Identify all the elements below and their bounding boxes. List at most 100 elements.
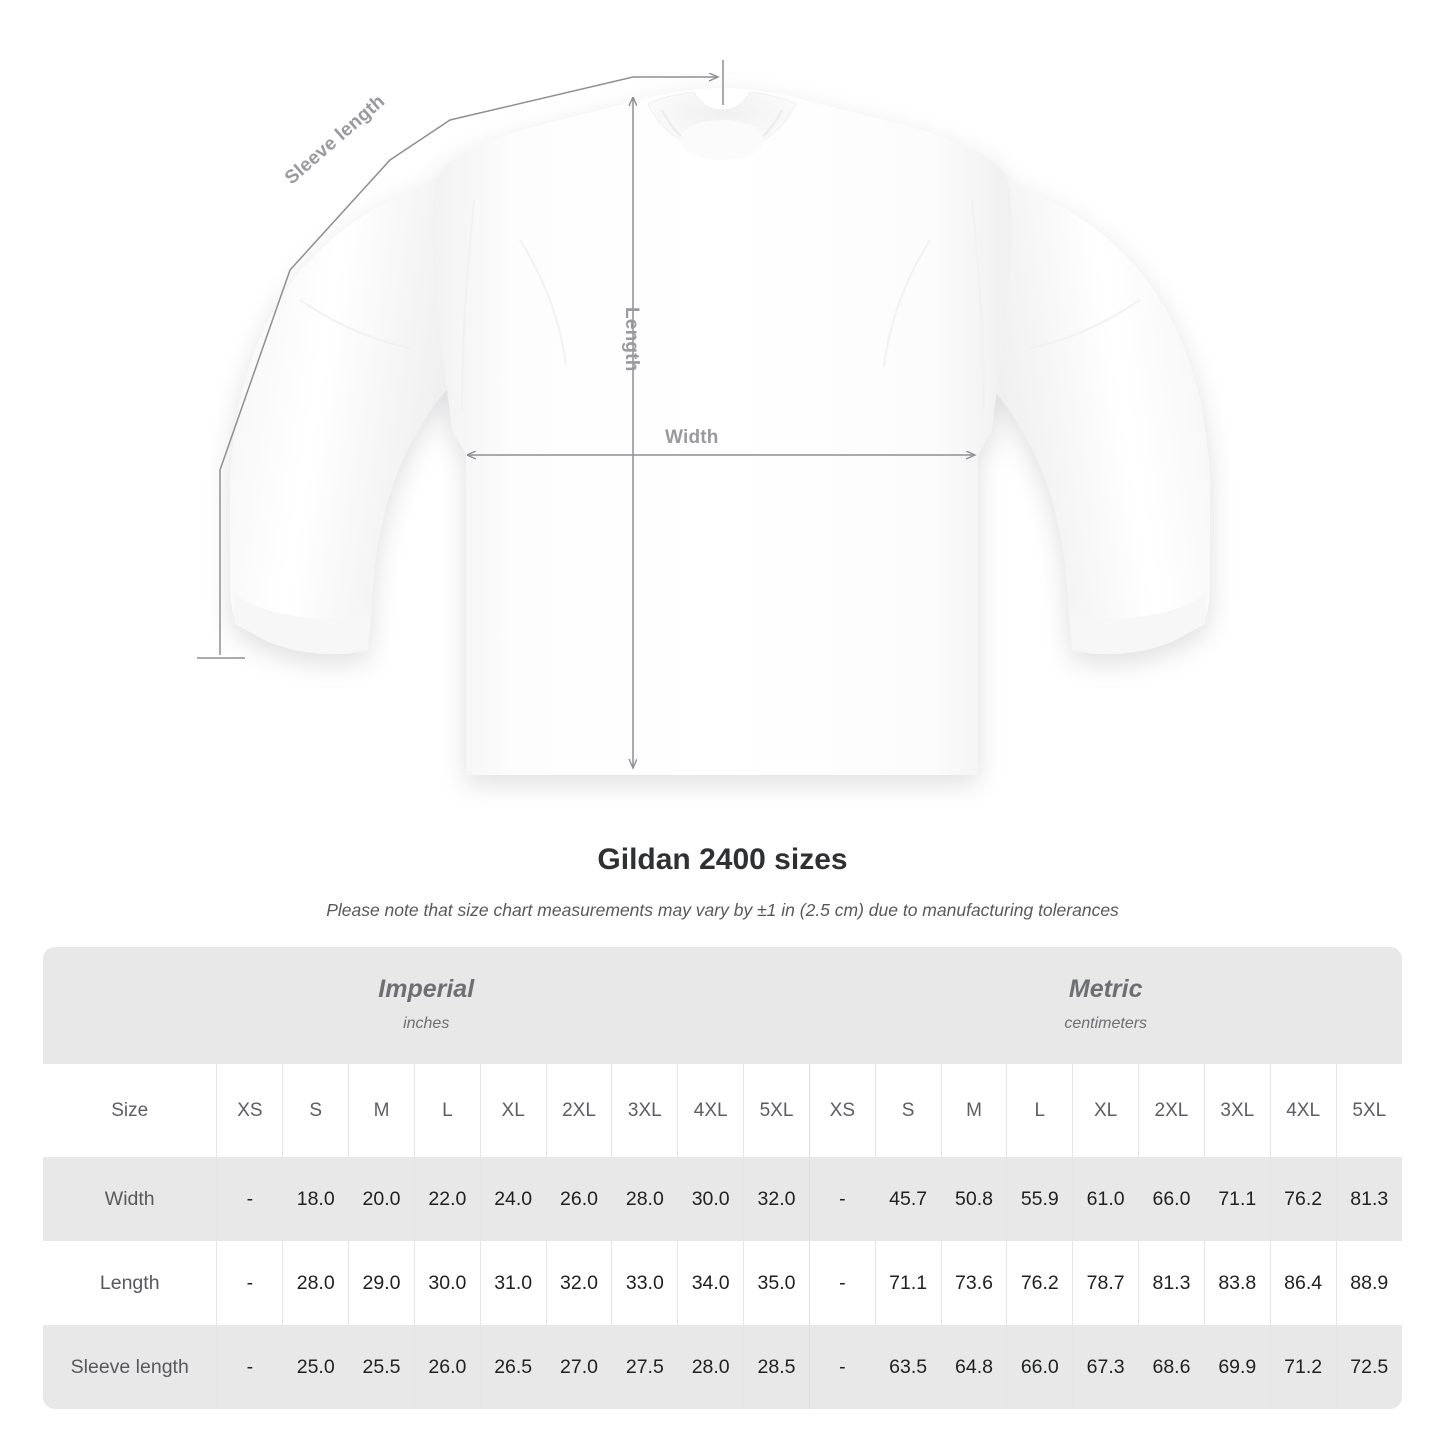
cell-width-imperial-xl: 24.0	[479, 1157, 547, 1241]
cell-sleeve-length-metric-3xl: 69.9	[1203, 1325, 1271, 1409]
cell-width-imperial-xs: -	[216, 1157, 283, 1241]
dimension-lines	[197, 60, 975, 768]
size-header-imperial-5xl: 5XL	[743, 1064, 810, 1157]
cell-width-metric-xs: -	[808, 1157, 876, 1241]
cell-width-metric-2xl: 66.0	[1138, 1157, 1205, 1241]
cell-sleeve-length-imperial-4xl: 28.0	[677, 1325, 744, 1409]
cell-length-imperial-m: 29.0	[348, 1241, 415, 1325]
cell-width-metric-3xl: 71.1	[1203, 1157, 1271, 1241]
cell-sleeve-length-imperial-xl: 26.5	[479, 1325, 547, 1409]
cell-length-imperial-xs: -	[216, 1241, 283, 1325]
cell-sleeve-length-imperial-l: 26.0	[413, 1325, 481, 1409]
cell-length-metric-m: 73.6	[940, 1241, 1007, 1325]
row-label-width: Width	[43, 1157, 217, 1241]
cell-sleeve-length-imperial-5xl: 28.5	[743, 1325, 810, 1409]
imperial-unit-name: Imperial	[378, 974, 475, 1003]
cell-length-imperial-3xl: 33.0	[611, 1241, 678, 1325]
size-header-label: Size	[43, 1064, 217, 1157]
cell-sleeve-length-imperial-xs: -	[216, 1325, 283, 1409]
size-header-imperial-4xl: 4XL	[677, 1064, 744, 1157]
cell-length-imperial-l: 30.0	[413, 1241, 481, 1325]
size-chart-table: Imperial inches Metric centimeters Size …	[43, 947, 1402, 1409]
table-row: Length -28.0 29.0 30.0 31.0 32.0 33.0 34.0 35.0-…	[43, 1241, 1402, 1325]
cell-length-imperial-s: 28.0	[282, 1241, 349, 1325]
cell-length-metric-xl: 78.7	[1072, 1241, 1139, 1325]
size-header-metric-m: M	[940, 1064, 1007, 1157]
cell-sleeve-length-metric-xs: -	[808, 1325, 876, 1409]
cell-length-imperial-5xl: 35.0	[743, 1241, 810, 1325]
cell-sleeve-length-metric-l: 66.0	[1006, 1325, 1073, 1409]
cell-length-metric-4xl: 86.4	[1269, 1241, 1337, 1325]
size-header-imperial-2xl: 2XL	[545, 1064, 612, 1157]
cell-width-metric-s: 45.7	[874, 1157, 942, 1241]
imperial-unit-sub: inches	[403, 1014, 450, 1032]
cell-length-metric-l: 76.2	[1006, 1241, 1073, 1325]
row-label-length: Length	[43, 1241, 217, 1325]
row-label-sleeve-length: Sleeve length	[43, 1325, 217, 1409]
cell-width-imperial-3xl: 28.0	[611, 1157, 678, 1241]
cell-sleeve-length-imperial-2xl: 27.0	[545, 1325, 612, 1409]
tolerance-note: Please note that size chart measurements…	[326, 900, 1119, 920]
size-header-metric-2xl: 2XL	[1138, 1064, 1205, 1157]
size-header-imperial-3xl: 3XL	[611, 1064, 678, 1157]
chart-heading-block: Gildan 2400 sizes Please note that size …	[0, 840, 1445, 922]
width-dimension-label: Width	[665, 427, 719, 448]
cell-width-metric-l: 55.9	[1006, 1157, 1073, 1241]
cell-width-imperial-s: 18.0	[282, 1157, 349, 1241]
table-row: Sleeve length -25.0 25.5 26.0 26.5 27.0 27.5 28…	[43, 1325, 1402, 1409]
size-header-imperial-xs: XS	[216, 1064, 283, 1157]
cell-sleeve-length-imperial-s: 25.0	[282, 1325, 349, 1409]
size-header-metric-4xl: 4XL	[1269, 1064, 1337, 1157]
cell-sleeve-length-metric-5xl: 72.5	[1335, 1325, 1402, 1409]
metric-unit-name: Metric	[1068, 974, 1143, 1003]
cell-sleeve-length-metric-m: 64.8	[940, 1325, 1007, 1409]
unit-banner-row: Imperial inches Metric centimeters	[43, 947, 1402, 1064]
cell-width-imperial-m: 20.0	[348, 1157, 415, 1241]
garment-shape	[230, 88, 1210, 775]
size-chart-table-container: Imperial inches Metric centimeters Size …	[43, 947, 1402, 1409]
cell-sleeve-length-imperial-m: 25.5	[348, 1325, 415, 1409]
cell-length-metric-3xl: 83.8	[1203, 1241, 1271, 1325]
page-title: Gildan 2400 sizes	[597, 843, 848, 876]
fabric-fold-lines	[299, 199, 1141, 411]
size-header-row: Size XS S M L XL 2XL 3XL 4XL 5XL XS S M L XL 2XL 3XL 4XL…	[43, 1064, 1402, 1157]
size-header-imperial-s: S	[282, 1064, 349, 1157]
size-header-metric-3xl: 3XL	[1203, 1064, 1271, 1157]
cell-width-imperial-4xl: 30.0	[677, 1157, 744, 1241]
size-header-imperial-l: L	[413, 1064, 481, 1157]
table-row: Width -18.0 20.0 22.0 24.0 26.0 28.0 30.0 32.0-4…	[43, 1157, 1402, 1241]
cell-sleeve-length-metric-2xl: 68.6	[1138, 1325, 1205, 1409]
metric-unit-sub: centimeters	[1064, 1014, 1148, 1032]
cell-width-imperial-2xl: 26.0	[545, 1157, 612, 1241]
cell-sleeve-length-imperial-3xl: 27.5	[611, 1325, 678, 1409]
size-header-imperial-xl: XL	[479, 1064, 547, 1157]
cell-width-metric-m: 50.8	[940, 1157, 1007, 1241]
cell-width-metric-5xl: 81.3	[1335, 1157, 1402, 1241]
cell-sleeve-length-metric-xl: 67.3	[1072, 1325, 1139, 1409]
sleeve-length-line	[219, 77, 718, 655]
cell-length-metric-s: 71.1	[874, 1241, 942, 1325]
cell-length-metric-5xl: 88.9	[1335, 1241, 1402, 1325]
size-header-metric-l: L	[1006, 1064, 1073, 1157]
garment-illustration	[197, 60, 1210, 775]
metric-banner-cell: Metric centimeters	[809, 947, 1402, 1064]
cell-width-metric-xl: 61.0	[1072, 1157, 1139, 1241]
size-header-metric-xs: XS	[808, 1064, 876, 1157]
size-header-metric-xl: XL	[1072, 1064, 1139, 1157]
cell-width-metric-4xl: 76.2	[1269, 1157, 1337, 1241]
cell-length-metric-xs: -	[808, 1241, 876, 1325]
length-dimension-label: Length	[621, 307, 642, 372]
size-header-imperial-m: M	[348, 1064, 415, 1157]
size-header-metric-5xl: 5XL	[1335, 1064, 1402, 1157]
cell-length-metric-2xl: 81.3	[1138, 1241, 1205, 1325]
cell-length-imperial-4xl: 34.0	[677, 1241, 744, 1325]
cell-width-imperial-l: 22.0	[413, 1157, 481, 1241]
cell-sleeve-length-metric-4xl: 71.2	[1269, 1325, 1337, 1409]
imperial-banner-cell: Imperial inches	[43, 947, 810, 1064]
size-header-metric-s: S	[874, 1064, 942, 1157]
garment-diagram: Sleeve length Length Width	[197, 60, 1210, 775]
cell-length-imperial-2xl: 32.0	[545, 1241, 612, 1325]
cell-width-imperial-5xl: 32.0	[743, 1157, 810, 1241]
cell-length-imperial-xl: 31.0	[479, 1241, 547, 1325]
cell-sleeve-length-metric-s: 63.5	[874, 1325, 942, 1409]
